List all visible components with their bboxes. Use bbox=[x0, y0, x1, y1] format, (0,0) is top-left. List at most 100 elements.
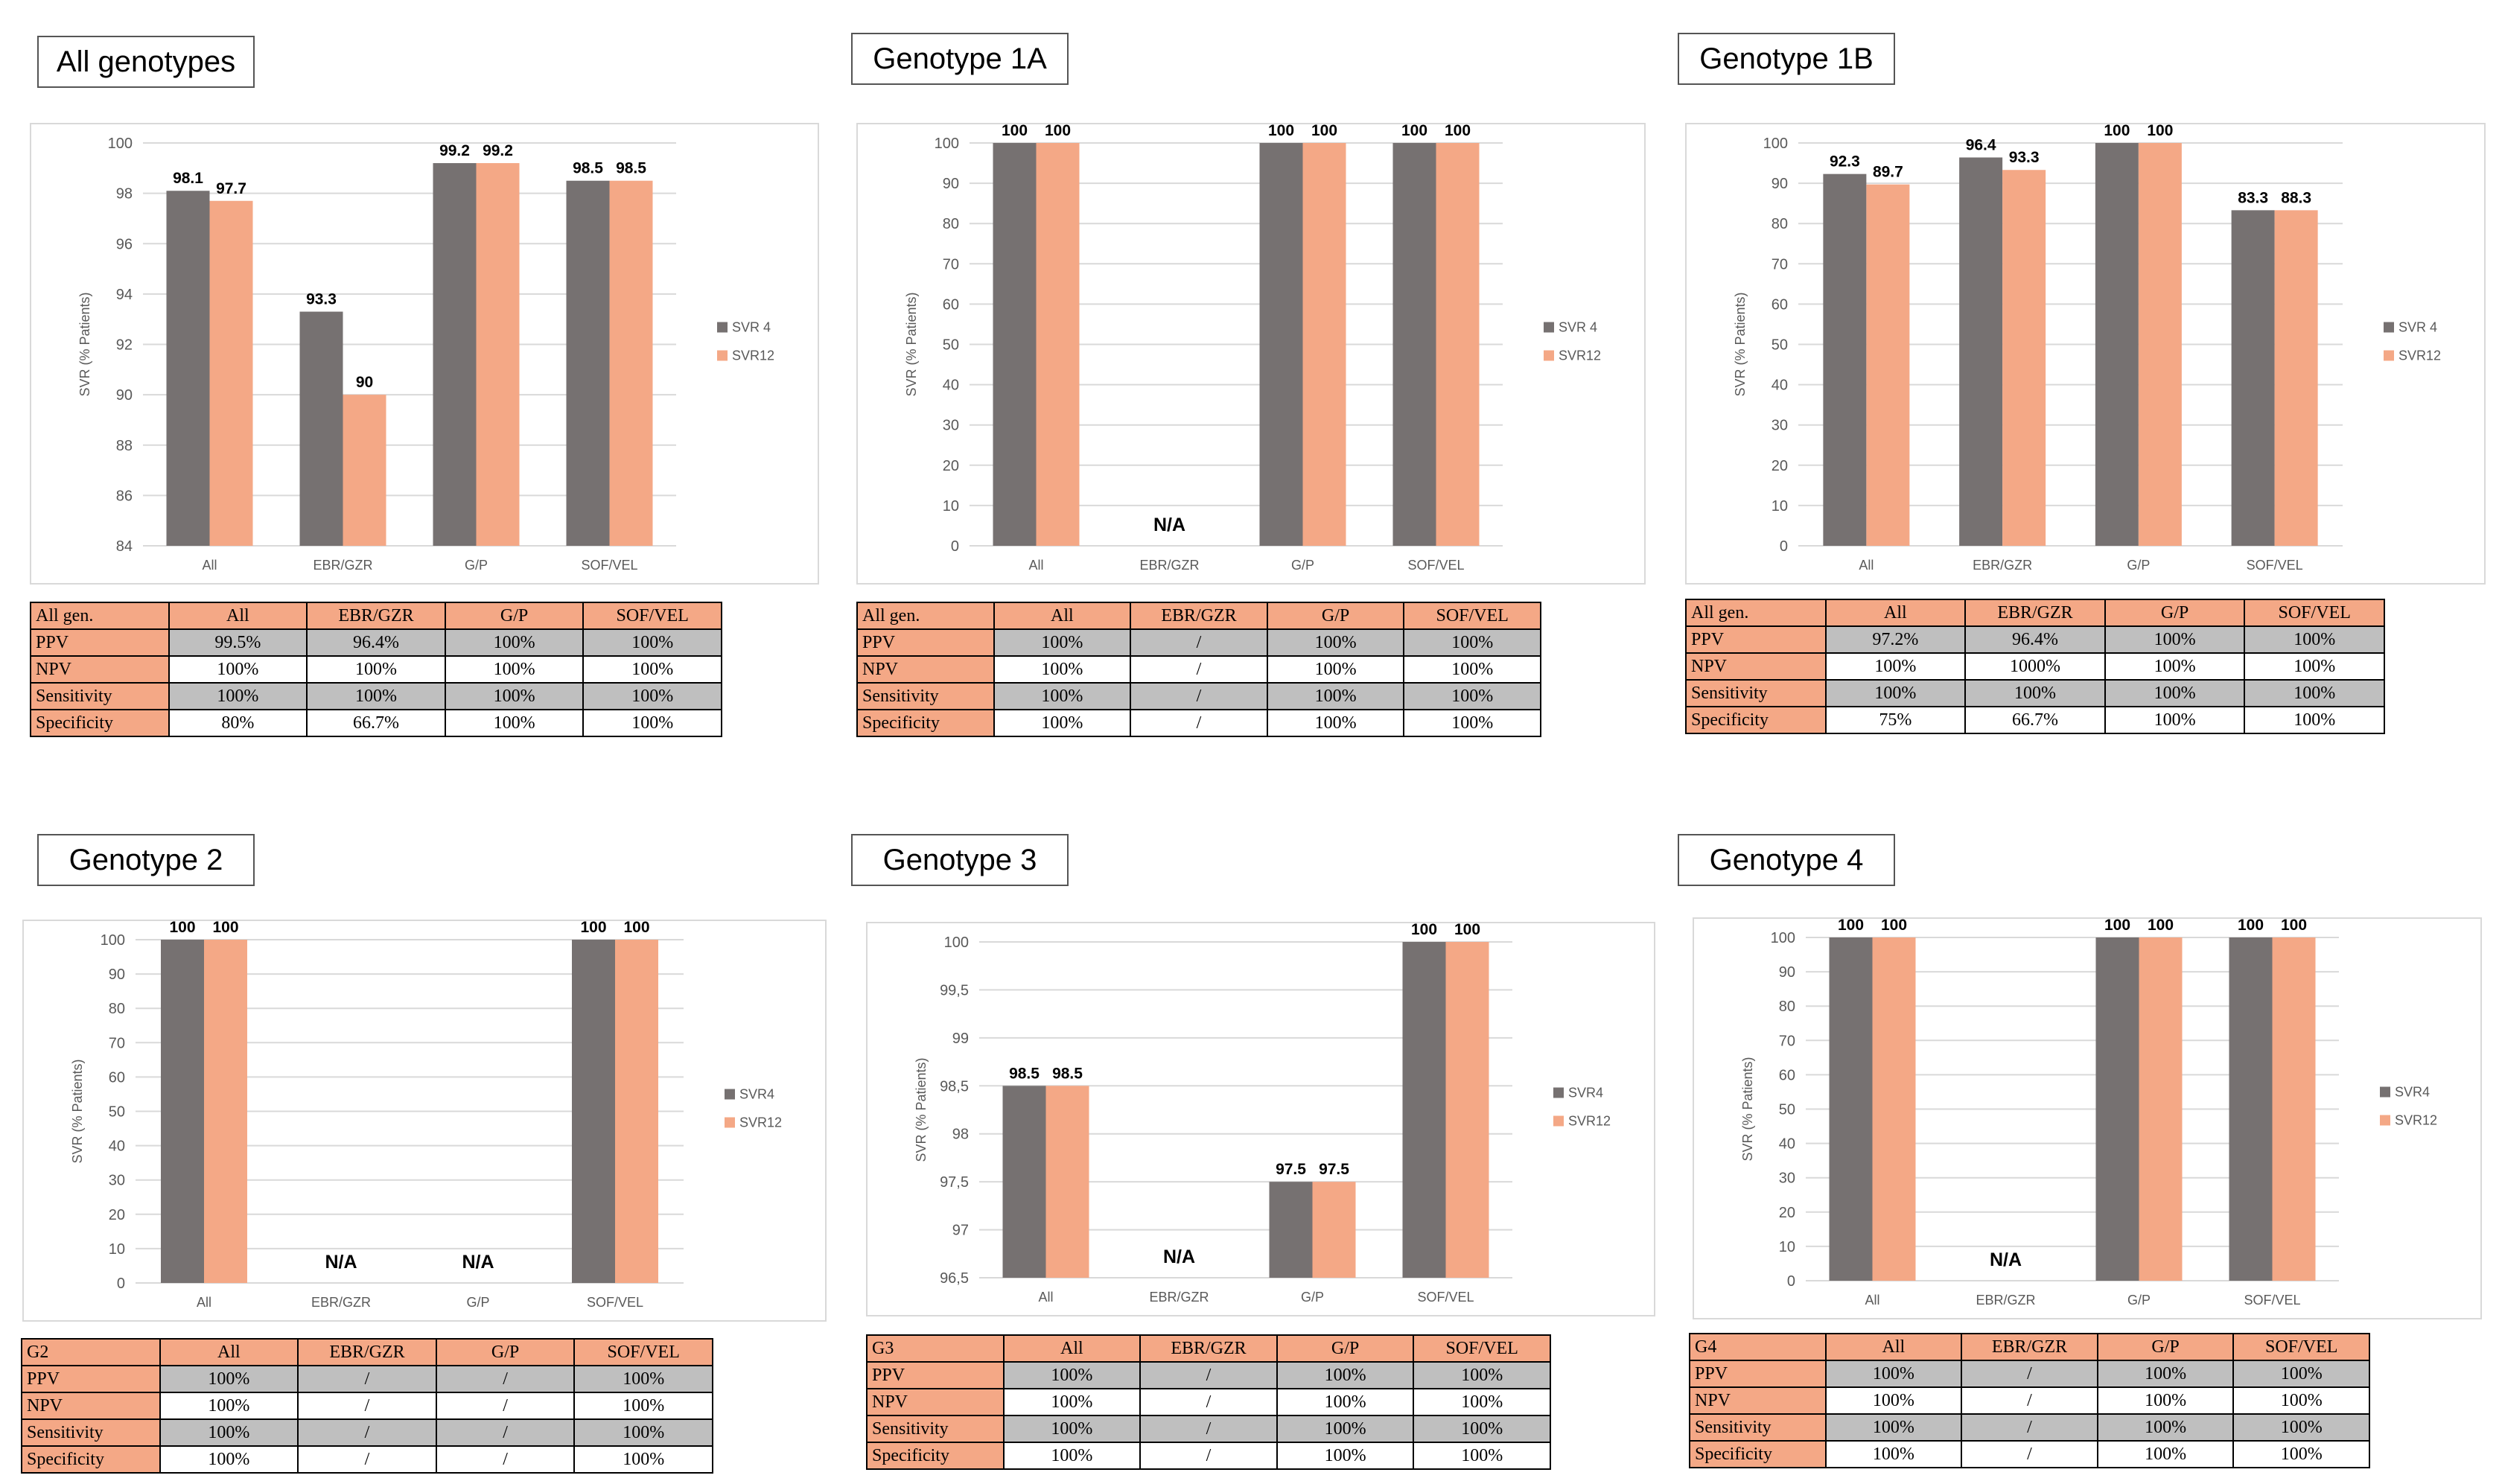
data-label: 93.3 bbox=[306, 291, 337, 308]
y-tick-label: 98 bbox=[952, 1127, 969, 1143]
table-column-header: SOF/VEL bbox=[1403, 602, 1541, 630]
table-cell: 100% bbox=[1403, 655, 1541, 684]
data-label: 98.5 bbox=[1009, 1065, 1040, 1082]
legend-swatch bbox=[2380, 1115, 2390, 1126]
table-corner-header: All gen. bbox=[30, 602, 170, 630]
table-column-header: SOF/VEL bbox=[582, 602, 722, 630]
x-tick-label: SOF/VEL bbox=[587, 1295, 643, 1310]
legend-swatch bbox=[725, 1089, 735, 1100]
legend-label: SVR4 bbox=[2395, 1085, 2430, 1100]
table-row: Sensitivity 100%/100% 100% bbox=[1689, 1413, 2370, 1442]
y-tick-label: 80 bbox=[1779, 999, 1795, 1015]
table-row-header: Sensitivity bbox=[856, 682, 995, 710]
bar-sof-vel-svr12 bbox=[615, 940, 658, 1283]
table-row-header: Sensitivity bbox=[21, 1418, 161, 1447]
table-cell: 100% bbox=[1403, 628, 1541, 657]
y-tick-label: 0 bbox=[1787, 1273, 1795, 1290]
chart-area: 84 86 88 90 92 94 96 98 100 SVR (% Patients) 98.1 9… bbox=[30, 123, 819, 585]
table-cell: 100% bbox=[168, 682, 308, 710]
panel-title: Genotype 1A bbox=[851, 33, 1069, 85]
y-axis-label: SVR (% Patients) bbox=[904, 292, 919, 396]
y-tick-label: 70 bbox=[1772, 256, 1788, 273]
table-cell: 100% bbox=[573, 1445, 713, 1474]
y-tick-label: 60 bbox=[109, 1069, 125, 1086]
y-tick-label: 40 bbox=[1779, 1136, 1795, 1153]
table-cell: 100% bbox=[159, 1365, 299, 1393]
table-row: Specificity 100% //100% bbox=[21, 1445, 713, 1474]
y-tick-label: 20 bbox=[943, 458, 959, 474]
table-row-header: Sensitivity bbox=[1689, 1413, 1827, 1442]
table-cell: 100% bbox=[306, 655, 446, 684]
table-cell: 100% bbox=[1266, 682, 1405, 710]
bar-g-p-svr12 bbox=[476, 163, 520, 547]
table-row: PPV 100% //100% bbox=[21, 1365, 713, 1393]
x-tick-label: All bbox=[1038, 1290, 1053, 1305]
bar-all-svr-4 bbox=[166, 191, 210, 546]
bar-all-svr4 bbox=[1002, 1086, 1046, 1278]
table-row: PPV 100%/100% 100% bbox=[1689, 1360, 2370, 1388]
legend-label: SVR 4 bbox=[2398, 320, 2437, 335]
table-cell: 100% bbox=[2244, 679, 2385, 707]
x-tick-label: SOF/VEL bbox=[1417, 1290, 1474, 1305]
y-tick-label: 99,5 bbox=[940, 982, 969, 999]
y-tick-label: 92 bbox=[116, 337, 133, 354]
table-cell: / bbox=[1139, 1361, 1278, 1389]
table-column-header: EBR/GZR bbox=[1961, 1333, 2098, 1361]
table-row: PPV 100%/100% 100% bbox=[866, 1361, 1551, 1389]
x-tick-label: SOF/VEL bbox=[2244, 1293, 2300, 1308]
table-column-header: EBR/GZR bbox=[1130, 602, 1268, 630]
table-row: Specificity 75% 66.7% 100% 100% bbox=[1685, 706, 2385, 734]
table-cell: / bbox=[1130, 655, 1268, 684]
table-column-header: All bbox=[1824, 1333, 1963, 1361]
x-tick-label: G/P bbox=[465, 558, 488, 573]
bar-ebr-gzr-svr-4 bbox=[299, 311, 343, 546]
bar-sof-vel-svr-4 bbox=[566, 180, 610, 546]
metrics-table: All gen. All EBR/GZR G/P SOF/VEL PPV 99.5% 96.4… bbox=[30, 602, 722, 737]
bar-chart: 0 10 20 30 40 50 60 70 80 90 100 SVR (% Patients) 10… bbox=[70, 921, 782, 1310]
table-cell: 100% bbox=[993, 709, 1132, 737]
x-tick-label: All bbox=[197, 1295, 211, 1310]
table-cell: / bbox=[1139, 1388, 1278, 1416]
table-cell: 100% bbox=[1266, 655, 1405, 684]
table-column-header: EBR/GZR bbox=[297, 1338, 437, 1366]
x-tick-label: SOF/VEL bbox=[1407, 558, 1464, 573]
bar-all-svr12 bbox=[209, 200, 253, 546]
y-axis-label: SVR (% Patients) bbox=[1733, 292, 1748, 396]
table-cell: 75% bbox=[1824, 706, 1967, 734]
data-label: 100 bbox=[2281, 919, 2307, 934]
y-tick-label: 100 bbox=[1763, 136, 1788, 152]
table-column-header: All bbox=[168, 602, 308, 630]
data-label: 100 bbox=[1045, 124, 1071, 139]
table-cell: / bbox=[1130, 628, 1268, 657]
metrics-table: All gen. All EBR/GZR G/P SOF/VEL PPV 97.2% 96.4… bbox=[1685, 599, 2385, 734]
legend-swatch bbox=[717, 350, 728, 361]
table-cell: 96.4% bbox=[1964, 625, 2106, 654]
y-tick-label: 98 bbox=[116, 186, 133, 203]
table-cell: 100% bbox=[582, 709, 722, 737]
bar-g-p-svr12 bbox=[1312, 1182, 1356, 1278]
table-row-header: Sensitivity bbox=[866, 1415, 1005, 1443]
table-cell: 100% bbox=[1276, 1388, 1415, 1416]
data-label: 100 bbox=[1401, 124, 1427, 139]
table-row-header: NPV bbox=[1685, 652, 1827, 681]
y-tick-label: 94 bbox=[116, 287, 133, 303]
table-cell: / bbox=[297, 1418, 437, 1447]
y-tick-label: 40 bbox=[109, 1139, 125, 1155]
table-cell: 100% bbox=[573, 1365, 713, 1393]
y-tick-label: 100 bbox=[1771, 930, 1795, 946]
bar-sof-vel-svr12 bbox=[1445, 942, 1489, 1278]
bar-sof-vel-svr12 bbox=[2272, 937, 2316, 1281]
bar-all-svr-4 bbox=[1823, 173, 1867, 547]
table-corner-header: G2 bbox=[21, 1338, 161, 1366]
legend-swatch bbox=[1544, 322, 1554, 333]
data-label: 100 bbox=[2147, 124, 2173, 139]
y-tick-label: 90 bbox=[1779, 964, 1795, 981]
y-axis-label: SVR (% Patients) bbox=[1740, 1057, 1755, 1161]
table-cell: 100% bbox=[159, 1392, 299, 1420]
table-cell: 100% bbox=[1413, 1415, 1551, 1443]
y-tick-label: 97 bbox=[952, 1223, 969, 1239]
table-row: NPV 100%/100% 100% bbox=[1689, 1386, 2370, 1415]
data-label: 92.3 bbox=[1830, 153, 1860, 171]
legend-swatch bbox=[2384, 350, 2394, 361]
table-cell: / bbox=[1961, 1386, 2098, 1415]
